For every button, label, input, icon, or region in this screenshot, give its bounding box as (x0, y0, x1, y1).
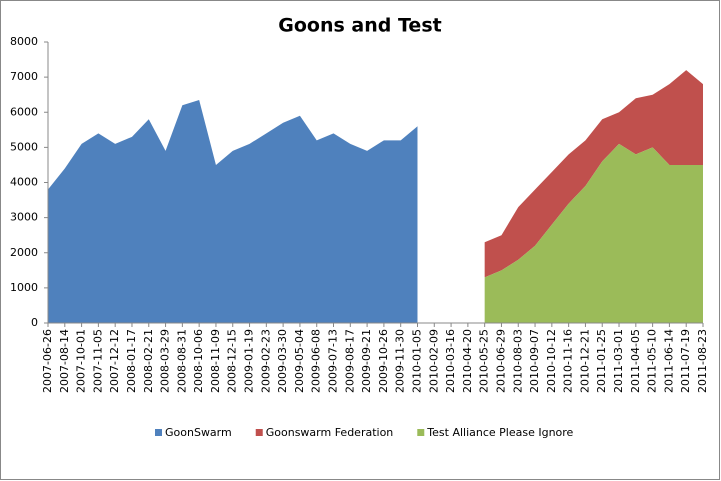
x-tick-label: 2007-12-12 (108, 329, 121, 393)
y-tick-label: 6000 (10, 105, 38, 118)
x-tick-label: 2009-01-19 (243, 329, 256, 393)
x-tick-label: 2011-05-10 (646, 329, 659, 393)
x-tick-label: 2010-04-20 (461, 329, 474, 393)
x-tick-label: 2008-03-29 (159, 329, 172, 393)
legend-label: Goonswarm Federation (266, 426, 394, 439)
legend-swatch (155, 429, 162, 436)
x-tick-label: 2009-02-23 (259, 329, 272, 393)
x-tick-label: 2011-03-01 (612, 329, 625, 393)
y-tick-label: 4000 (10, 176, 38, 189)
x-tick-label: 2009-10-26 (377, 329, 390, 393)
x-tick-label: 2008-12-15 (226, 329, 239, 393)
x-tick-label: 2010-02-09 (427, 329, 440, 393)
x-tick-label: 2009-11-30 (394, 329, 407, 393)
y-tick-label: 1000 (10, 281, 38, 294)
x-tick-label: 2009-06-08 (310, 329, 323, 393)
x-tick-label: 2010-11-16 (562, 329, 575, 393)
x-tick-label: 2011-06-14 (662, 329, 675, 393)
x-tick-label: 2008-10-06 (192, 329, 205, 393)
legend-label: Test Alliance Please Ignore (426, 426, 573, 439)
x-tick-label: 2011-08-23 (696, 329, 709, 393)
x-tick-label: 2007-08-14 (58, 329, 71, 393)
x-tick-label: 2010-09-07 (528, 329, 541, 393)
y-tick-label: 7000 (10, 70, 38, 83)
legend-label: GoonSwarm (165, 426, 232, 439)
x-tick-label: 2009-03-30 (276, 329, 289, 393)
x-tick-label: 2008-01-17 (125, 329, 138, 393)
x-tick-label: 2010-12-21 (578, 329, 591, 393)
y-tick-label: 5000 (10, 140, 38, 153)
x-tick-label: 2011-01-25 (595, 329, 608, 393)
x-tick-label: 2009-08-17 (343, 329, 356, 393)
x-tick-label: 2009-05-04 (293, 329, 306, 393)
area (484, 143, 703, 323)
y-tick-label: 0 (31, 316, 38, 329)
x-tick-label: 2010-03-16 (444, 329, 457, 393)
x-tick-label: 2009-09-21 (360, 329, 373, 393)
x-tick-label: 2010-10-12 (545, 329, 558, 393)
x-tick-label: 2008-08-31 (175, 329, 188, 393)
x-tick-label: 2010-05-25 (478, 329, 491, 393)
x-tick-label: 2007-06-26 (41, 329, 54, 393)
x-tick-label: 2007-11-05 (91, 329, 104, 393)
x-tick-label: 2010-01-05 (410, 329, 423, 393)
x-tick-label: 2010-06-29 (494, 329, 507, 393)
chart-title: Goons and Test (278, 15, 441, 37)
legend-swatch (417, 429, 425, 436)
x-tick-label: 2009-07-13 (327, 329, 340, 393)
y-tick-label: 3000 (10, 211, 38, 224)
x-tick-label: 2008-11-09 (209, 329, 222, 393)
x-tick-label: 2007-10-01 (75, 329, 88, 393)
y-tick-label: 2000 (10, 246, 38, 259)
area (48, 99, 418, 323)
x-tick-label: 2010-08-03 (511, 329, 524, 393)
x-tick-label: 2011-04-05 (629, 329, 642, 393)
y-tick-label: 8000 (10, 35, 38, 48)
area (484, 70, 703, 278)
legend-swatch (255, 429, 263, 436)
x-tick-label: 2008-02-21 (142, 329, 155, 393)
x-tick-label: 2011-07-19 (679, 329, 692, 393)
